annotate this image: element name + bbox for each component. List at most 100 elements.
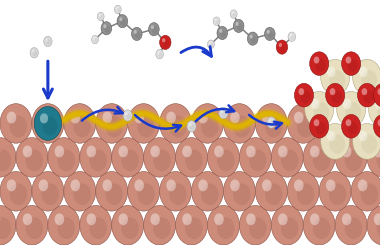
Circle shape [114, 5, 121, 14]
Circle shape [144, 205, 176, 245]
Circle shape [265, 116, 282, 137]
Circle shape [278, 146, 288, 157]
Circle shape [313, 217, 330, 239]
Circle shape [369, 91, 380, 127]
Circle shape [192, 172, 223, 211]
Circle shape [137, 183, 155, 205]
Circle shape [80, 205, 112, 245]
Circle shape [345, 102, 361, 122]
Circle shape [150, 213, 160, 225]
Circle shape [329, 88, 336, 95]
Circle shape [144, 138, 176, 177]
Circle shape [126, 113, 131, 119]
Circle shape [377, 88, 380, 95]
Circle shape [310, 213, 320, 225]
Circle shape [169, 183, 187, 205]
Circle shape [39, 111, 48, 123]
Circle shape [182, 213, 192, 225]
Circle shape [135, 31, 141, 38]
Circle shape [41, 116, 59, 137]
Circle shape [298, 88, 304, 95]
Circle shape [361, 183, 378, 205]
Circle shape [169, 116, 187, 137]
Circle shape [87, 213, 96, 225]
Circle shape [303, 138, 335, 177]
Circle shape [121, 217, 139, 239]
Circle shape [267, 30, 270, 34]
Circle shape [287, 104, 319, 143]
Circle shape [198, 179, 208, 191]
Circle shape [207, 40, 214, 49]
Circle shape [158, 52, 162, 58]
Circle shape [367, 138, 380, 177]
Circle shape [310, 146, 320, 157]
Circle shape [46, 39, 51, 45]
Circle shape [377, 119, 380, 126]
Circle shape [347, 122, 358, 135]
Circle shape [128, 172, 160, 211]
Circle shape [267, 117, 276, 128]
Circle shape [223, 172, 255, 211]
Circle shape [97, 12, 104, 21]
Circle shape [219, 29, 222, 33]
Circle shape [0, 104, 32, 143]
Circle shape [187, 121, 196, 132]
Circle shape [377, 149, 380, 171]
Circle shape [310, 114, 329, 138]
Circle shape [39, 179, 48, 191]
Circle shape [92, 35, 98, 44]
Circle shape [105, 183, 123, 205]
Circle shape [321, 123, 350, 159]
Circle shape [119, 213, 128, 225]
Circle shape [201, 183, 218, 205]
Circle shape [374, 114, 380, 138]
Circle shape [125, 112, 128, 115]
Circle shape [96, 172, 128, 211]
Circle shape [329, 134, 345, 154]
Circle shape [361, 134, 377, 154]
Circle shape [153, 149, 171, 171]
Circle shape [315, 122, 326, 135]
Circle shape [359, 131, 367, 141]
Circle shape [131, 27, 142, 40]
Circle shape [128, 104, 160, 143]
Circle shape [57, 217, 75, 239]
Circle shape [222, 111, 226, 117]
Circle shape [319, 172, 351, 211]
Circle shape [311, 98, 320, 109]
Circle shape [375, 98, 380, 109]
Circle shape [230, 10, 237, 18]
Circle shape [214, 146, 224, 157]
Circle shape [64, 104, 96, 143]
Circle shape [265, 183, 282, 205]
Circle shape [185, 217, 203, 239]
Circle shape [103, 24, 106, 28]
Circle shape [377, 102, 380, 122]
Circle shape [48, 138, 80, 177]
Circle shape [80, 138, 112, 177]
Circle shape [281, 149, 298, 171]
Circle shape [120, 19, 126, 26]
Circle shape [217, 149, 234, 171]
Circle shape [294, 179, 304, 191]
Circle shape [32, 50, 34, 53]
Circle shape [255, 104, 287, 143]
Circle shape [119, 17, 122, 21]
Circle shape [103, 179, 112, 191]
Circle shape [278, 213, 288, 225]
Circle shape [43, 117, 57, 135]
Circle shape [71, 111, 80, 123]
Circle shape [219, 107, 228, 119]
Circle shape [160, 104, 192, 143]
Circle shape [157, 51, 160, 54]
Circle shape [239, 205, 271, 245]
Circle shape [326, 83, 345, 107]
Circle shape [23, 146, 32, 157]
Circle shape [201, 116, 218, 137]
Circle shape [250, 35, 253, 39]
Circle shape [16, 205, 48, 245]
Circle shape [41, 183, 59, 205]
Circle shape [345, 119, 351, 126]
Circle shape [209, 42, 211, 44]
Circle shape [255, 172, 287, 211]
